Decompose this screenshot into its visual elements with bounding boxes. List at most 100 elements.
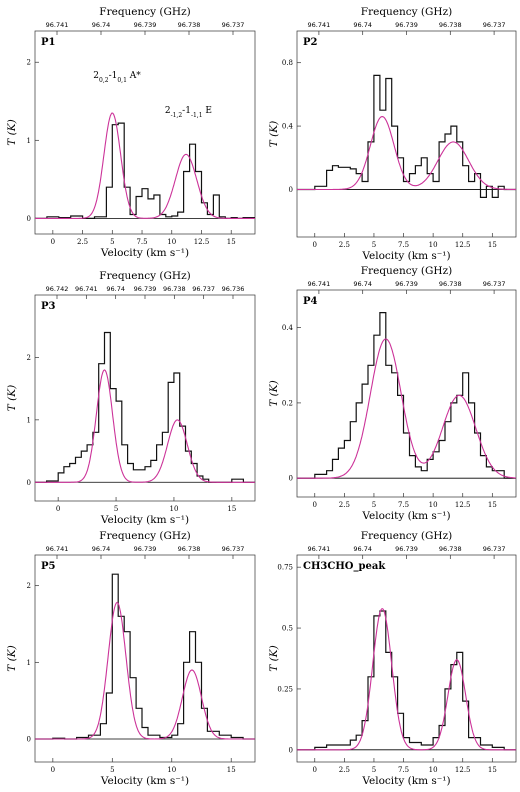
y-tick-label: 0.4 [282, 324, 294, 332]
plot-frame [34, 554, 256, 763]
data-layer [35, 573, 255, 740]
freq-tick-label: 96.739 [134, 545, 157, 553]
x-tick-label: 15 [227, 505, 236, 513]
data-layer [297, 74, 516, 198]
y-tick-label: 0 [289, 186, 293, 194]
x-tick-label: 5 [372, 241, 376, 249]
y-tick-label: 2 [27, 354, 31, 362]
x-tick-label: 10 [429, 501, 438, 509]
model-fit [35, 601, 255, 740]
model-fit [35, 112, 255, 219]
y-axis-title: T (K) [6, 645, 18, 671]
panel-P5: Frequency (GHz) 96.741 96.74 96.739 96.738 96… [6, 530, 256, 787]
model-fit [297, 607, 516, 751]
freq-tick-label: 96.741 [75, 285, 98, 293]
freq-tick-label: 96.74 [92, 21, 111, 29]
panel-label: P4 [303, 296, 318, 307]
x-tick-label: 0 [51, 766, 55, 774]
freq-tick-label: 96.74 [353, 545, 372, 553]
freq-tick-label: 96.738 [439, 280, 462, 288]
freq-tick-label: 96.74 [92, 545, 111, 553]
y-axis-title: T (K) [268, 645, 280, 671]
freq-tick-label: 96.739 [395, 280, 418, 288]
plot-frame [296, 289, 517, 498]
freq-axis-title: Frequency (GHz) [361, 6, 452, 18]
y-tick-label: 0 [289, 475, 293, 483]
panel-label: CH3CHO_peak [303, 561, 386, 572]
freq-tick-label: 96.739 [395, 21, 418, 29]
freq-axis-title: Frequency (GHz) [99, 530, 190, 542]
y-tick-label: 2 [27, 59, 31, 67]
panel-label: P3 [41, 301, 56, 312]
x-axis-title: Velocity (km s⁻¹) [361, 510, 450, 522]
x-tick-label: 5 [372, 766, 376, 774]
x-tick-label: 7.5 [398, 241, 409, 249]
x-tick-label: 12.5 [455, 766, 471, 774]
x-tick-label: 2.5 [339, 766, 350, 774]
freq-tick-label: 96.739 [134, 285, 157, 293]
freq-tick-label: 96.738 [178, 545, 201, 553]
y-tick-label: 0 [27, 736, 31, 744]
y-tick-label: 2 [27, 582, 31, 590]
freq-tick-label: 96.741 [308, 21, 331, 29]
freq-tick-label: 96.737 [483, 280, 506, 288]
freq-tick-label: 96.737 [192, 285, 215, 293]
panel-label: P1 [41, 37, 55, 48]
freq-axis-title: Frequency (GHz) [99, 270, 190, 282]
data-layer [35, 331, 255, 483]
x-tick-label: 5 [110, 766, 114, 774]
x-tick-label: 15 [488, 501, 497, 509]
x-axis-title: Velocity (km s⁻¹) [100, 514, 189, 526]
x-tick-label: 10 [167, 766, 176, 774]
freq-tick-label: 96.741 [46, 21, 69, 29]
freq-tick-label: 96.738 [163, 285, 186, 293]
y-tick-label: 0 [27, 215, 31, 223]
freq-tick-label: 96.738 [439, 545, 462, 553]
y-tick-label: 1 [27, 416, 31, 424]
panel-P3: Frequency (GHz) 96.742 96.741 96.74 96.739 96… [6, 270, 256, 526]
panel-P2: Frequency (GHz) 96.741 96.74 96.739 96.738 96… [268, 6, 517, 262]
model-fit [297, 338, 516, 479]
freq-tick-label: 96.741 [46, 545, 69, 553]
data-layer [297, 607, 516, 751]
x-tick-label: 7.5 [398, 766, 409, 774]
x-tick-label: 5 [110, 238, 114, 246]
x-axis-title: Velocity (km s⁻¹) [361, 775, 450, 787]
x-tick-label: 15 [488, 766, 497, 774]
y-tick-label: 0.25 [277, 685, 293, 693]
x-tick-label: 7.5 [136, 238, 147, 246]
freq-tick-label: 96.736 [222, 285, 245, 293]
plot-frame [296, 30, 517, 238]
x-tick-label: 0 [51, 238, 55, 246]
panel-label: P2 [303, 37, 318, 48]
x-tick-label: 12.5 [455, 501, 471, 509]
y-axis-title: T (K) [6, 385, 18, 411]
y-tick-label: 0 [289, 746, 293, 754]
x-tick-label: 10 [167, 238, 176, 246]
model-fit [35, 369, 255, 483]
x-axis-title: Velocity (km s⁻¹) [100, 775, 189, 787]
x-tick-label: 0 [313, 241, 317, 249]
x-tick-label: 2.5 [77, 238, 88, 246]
data-layer [297, 312, 516, 479]
freq-axis-title: Frequency (GHz) [99, 6, 190, 18]
freq-tick-label: 96.739 [395, 545, 418, 553]
freq-tick-label: 96.74 [353, 280, 372, 288]
y-tick-label: 0.8 [282, 59, 293, 67]
transition-label: 2-1,2-1-1,1 E [165, 106, 212, 119]
freq-tick-label: 96.741 [308, 280, 331, 288]
panel-CH3CHO_peak: Frequency (GHz) 96.741 96.74 96.739 96.738 96… [268, 530, 517, 787]
y-axis-title: T (K) [268, 380, 280, 406]
observed-spectrum [297, 312, 516, 479]
y-axis-title: T (K) [268, 121, 280, 147]
x-tick-label: 12.5 [194, 238, 210, 246]
observed-spectrum [35, 122, 255, 219]
freq-tick-label: 96.739 [134, 21, 157, 29]
x-axis-title: Velocity (km s⁻¹) [100, 247, 189, 259]
x-tick-label: 15 [227, 766, 236, 774]
y-axis-title: T (K) [6, 119, 18, 145]
y-tick-label: 0.2 [282, 399, 293, 407]
x-tick-label: 12.5 [455, 241, 471, 249]
y-tick-label: 1 [27, 137, 31, 145]
